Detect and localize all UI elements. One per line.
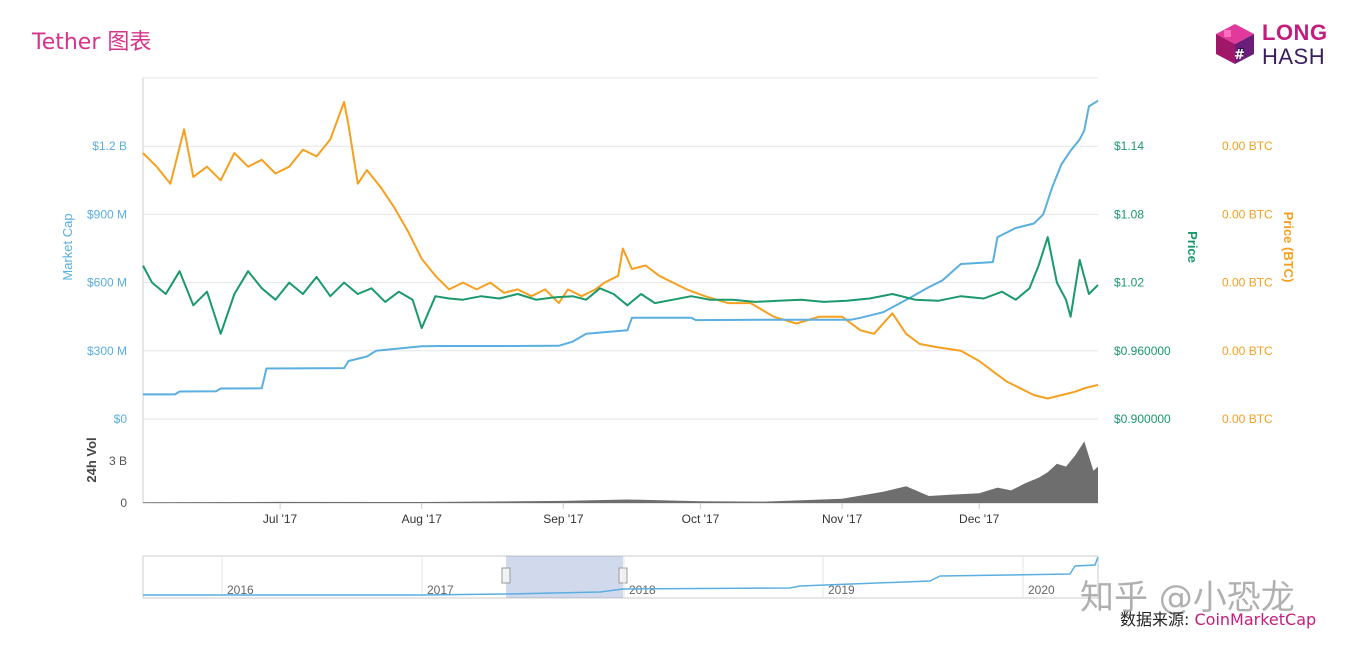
market-cap-line	[143, 99, 1099, 396]
price-tick-label: $1.02	[1114, 276, 1144, 290]
price-usd-line	[142, 236, 1099, 335]
price-tick-label: $1.08	[1114, 207, 1144, 221]
logo-line1: LONG	[1262, 20, 1328, 45]
source-note: 数据来源: CoinMarketCap	[1120, 606, 1316, 630]
svg-text:#: #	[1234, 48, 1245, 63]
market-cap-tick-label: $900 M	[87, 207, 127, 221]
navigator-label: 2017	[427, 583, 454, 597]
price-btc-tick-label: 0.00 BTC	[1222, 412, 1273, 426]
price-btc-tick-label: 0.00 BTC	[1222, 207, 1273, 221]
volume-tick-label: 3 B	[109, 454, 127, 468]
x-tick-label: Jul '17	[263, 512, 298, 526]
price-tick-label: $0.960000	[1114, 344, 1171, 358]
plot-area	[143, 78, 1098, 503]
price-btc-tick-label: 0.00 BTC	[1222, 344, 1273, 358]
navigator-label: 2019	[828, 583, 855, 597]
price-btc-tick-label: 0.00 BTC	[1222, 276, 1273, 290]
navigator-line	[143, 556, 1099, 596]
market-cap-tick-label: $0	[114, 412, 128, 426]
logo-line2: HASH	[1262, 44, 1326, 69]
price-tick-label: $1.14	[1114, 139, 1144, 153]
longhash-logo: # LONG HASH	[1214, 20, 1334, 70]
x-tick-label: Oct '17	[682, 512, 720, 526]
x-tick-label: Nov '17	[822, 512, 863, 526]
price-tick-label: $0.900000	[1114, 412, 1171, 426]
x-tick-label: Sep '17	[543, 512, 584, 526]
market-cap-axis-title: Market Cap	[60, 213, 75, 280]
price-btc-line	[142, 100, 1099, 400]
navigator-label: 2016	[227, 583, 254, 597]
navigator-label: 2018	[629, 583, 656, 597]
volume-tick-label: 0	[120, 496, 127, 510]
page-title: Tether 图表	[32, 30, 152, 55]
market-cap-tick-label: $1.2 B	[92, 139, 127, 153]
source-label: 数据来源:	[1120, 610, 1195, 629]
volume-axis-title: 24h Vol	[84, 437, 99, 482]
x-tick-label: Aug '17	[402, 512, 443, 526]
cube-logo-icon: #	[1216, 24, 1254, 64]
volume-area	[143, 441, 1098, 503]
navigator-handle-right	[618, 567, 628, 584]
source-link[interactable]: CoinMarketCap	[1194, 610, 1317, 629]
price-btc-tick-label: 0.00 BTC	[1222, 139, 1273, 153]
navigator-handle-left	[501, 567, 511, 584]
price-btc-axis-title: Price (BTC)	[1281, 212, 1296, 283]
navigator-label: 2020	[1028, 583, 1055, 597]
market-cap-tick-label: $600 M	[87, 276, 127, 290]
price-axis-title: Price	[1185, 231, 1200, 263]
market-cap-tick-label: $300 M	[87, 344, 127, 358]
x-tick-label: Dec '17	[959, 512, 1000, 526]
watermark: 知乎 @小恐龙	[1080, 578, 1295, 618]
